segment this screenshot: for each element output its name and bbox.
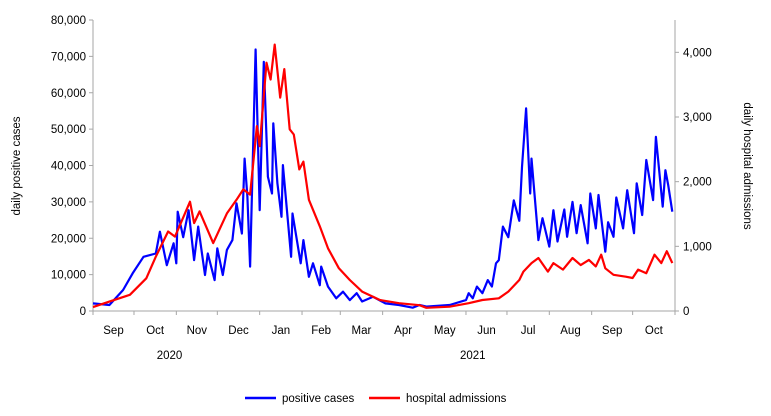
year-label: 2020 <box>157 350 183 362</box>
y2-tick-label: 0 <box>683 306 689 318</box>
y-axis-label: daily positive cases <box>11 116 23 215</box>
y-tick-label: 0 <box>80 306 86 318</box>
series-line-positive-cases <box>92 48 674 309</box>
y2-tick-label: 2,000 <box>683 177 712 189</box>
y2-tick-label: 4,000 <box>683 47 712 59</box>
y-tick-label: 30,000 <box>51 197 86 209</box>
y2-tick-label: 3,000 <box>683 112 712 124</box>
y2-tick-label: 1,000 <box>683 241 712 253</box>
x-tick-label: Oct <box>645 325 664 337</box>
y-tick-label: 40,000 <box>51 161 86 173</box>
x-tick-label: Jun <box>477 325 496 337</box>
year-label: 2021 <box>460 350 486 362</box>
legend-label-hospital-admissions: hospital admissions <box>406 393 507 405</box>
x-tick-label: Nov <box>187 325 208 337</box>
y2-axis-label: daily hospital admissions <box>741 102 753 229</box>
y-tick-label: 20,000 <box>51 233 86 245</box>
y-tick-label: 50,000 <box>51 124 86 136</box>
x-tick-label: Mar <box>352 325 372 337</box>
x-tick-label: Sep <box>103 325 123 337</box>
y-tick-label: 70,000 <box>51 51 86 63</box>
y-tick-label: 10,000 <box>51 270 86 282</box>
legend: positive cases hospital admissions <box>245 393 507 405</box>
legend-label-positive-cases: positive cases <box>282 393 354 405</box>
series-line-hospital-admissions <box>92 43 674 309</box>
x-tick-label: Apr <box>394 325 412 337</box>
x-tick-label: Jul <box>521 325 536 337</box>
x-tick-label: Jan <box>272 325 291 337</box>
x-tick-label: May <box>434 325 456 337</box>
x-tick-label: Aug <box>560 325 580 337</box>
x-tick-label: Dec <box>228 325 249 337</box>
x-tick-label: Sep <box>602 325 622 337</box>
y-tick-label: 80,000 <box>51 15 86 27</box>
y-tick-label: 60,000 <box>51 88 86 100</box>
x-tick-label: Feb <box>311 325 331 337</box>
series-group <box>92 43 674 309</box>
x-tick-label: Oct <box>146 325 165 337</box>
axes: 0 10,000 20,000 30,000 40,000 50,000 60,000 70,… <box>51 15 712 362</box>
